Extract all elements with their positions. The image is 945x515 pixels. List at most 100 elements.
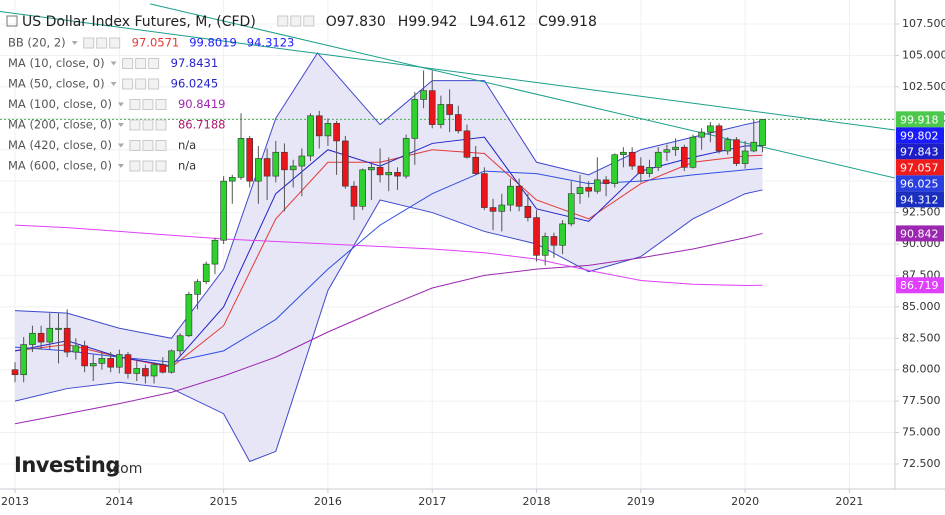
legend-icon[interactable] <box>142 99 154 110</box>
candle-body <box>55 327 62 330</box>
candle-body <box>602 179 610 184</box>
candle-body <box>533 217 540 256</box>
candle-body <box>368 167 375 171</box>
legend-icon[interactable] <box>155 119 167 131</box>
candle-body <box>550 236 558 246</box>
candle-body <box>272 151 280 177</box>
x-tick-label: 2014 <box>105 495 133 508</box>
indicator-value: n/a <box>178 159 196 173</box>
legend-icon[interactable] <box>135 78 147 90</box>
price-label: 99.802 <box>900 129 939 142</box>
x-tick-label: 2013 <box>1 495 29 508</box>
legend-icon[interactable] <box>155 140 167 151</box>
candle-body <box>498 204 506 212</box>
indicator-line <box>14 224 763 286</box>
legend-icon[interactable] <box>277 15 289 27</box>
indicator-name: BB (20, 2) <box>8 36 66 50</box>
candle-body <box>89 363 97 367</box>
y-tick-label: 72.500 <box>902 457 941 470</box>
candle-body <box>663 149 671 153</box>
candle-body <box>211 239 219 265</box>
indicator-value: 97.0571 <box>132 36 180 50</box>
legend-icon[interactable] <box>122 58 134 69</box>
dropdown-arrow[interactable] <box>117 164 124 168</box>
price-label-box <box>896 111 944 128</box>
candle-body <box>359 169 366 207</box>
candle-body <box>585 187 592 192</box>
legend-icon[interactable] <box>142 140 154 151</box>
y-tick-label: 80.000 <box>902 363 941 376</box>
candle-body <box>759 119 766 146</box>
candle-body <box>741 150 749 164</box>
ohlc-label: H99.942 <box>398 14 458 30</box>
legend-icon[interactable] <box>155 160 167 172</box>
legend-icon[interactable] <box>142 119 154 131</box>
indicator-line <box>14 189 763 463</box>
ohlc-label: O97.830 <box>326 14 386 30</box>
logo-name: Investing <box>14 453 120 477</box>
dropdown-arrow[interactable] <box>117 143 124 148</box>
y-tick-label: 82.500 <box>902 331 941 344</box>
candle-body <box>133 368 141 374</box>
candle-body <box>576 187 584 195</box>
dropdown-arrow[interactable] <box>71 41 78 45</box>
legend-icon[interactable] <box>303 15 315 27</box>
legend-icon[interactable] <box>96 37 108 49</box>
legend-icon[interactable] <box>129 99 141 110</box>
legend-icon[interactable] <box>155 99 167 110</box>
price-label: 97.057 <box>900 161 939 174</box>
x-tick-label: 2020 <box>731 495 759 508</box>
price-label-box <box>896 159 944 176</box>
dropdown-arrow[interactable] <box>117 102 124 107</box>
candle-body <box>98 358 106 364</box>
candle-body <box>376 167 384 176</box>
legend-icon[interactable] <box>129 119 141 131</box>
candle-body <box>420 90 427 100</box>
candle-body <box>124 354 132 374</box>
price-label-box <box>896 127 944 144</box>
legend-icon[interactable] <box>109 37 121 49</box>
candle-body <box>472 156 480 174</box>
dropdown-arrow[interactable] <box>110 61 117 66</box>
candle-body <box>168 350 175 373</box>
y-tick-label: 102.500 <box>902 80 945 93</box>
candle-body <box>463 130 471 158</box>
price-label-box <box>896 143 944 160</box>
legend-icon[interactable] <box>148 58 160 69</box>
legend-icon[interactable] <box>129 160 141 172</box>
candle-body <box>202 263 210 283</box>
indicator-name: MA (10, close, 0) <box>8 56 105 70</box>
candle-body <box>107 358 114 368</box>
candle-body <box>507 185 514 206</box>
candle-body <box>63 327 71 353</box>
collapse-icon[interactable] <box>6 15 18 27</box>
candle-body <box>489 207 497 212</box>
candle-body <box>724 139 732 152</box>
legend-icon[interactable] <box>135 58 147 69</box>
price-label: 99.918 <box>900 113 939 126</box>
dropdown-arrow[interactable] <box>110 82 117 86</box>
candle-body <box>350 185 358 207</box>
legend-icon[interactable] <box>83 37 95 49</box>
legend-icon[interactable] <box>122 78 134 90</box>
candle-body <box>689 136 697 168</box>
candle-body <box>681 146 688 168</box>
candle-body <box>37 332 45 343</box>
legend-icon[interactable] <box>148 78 160 90</box>
candle-body <box>698 131 705 138</box>
legend-icon[interactable] <box>142 160 154 172</box>
indicator-value: 96.0245 <box>171 77 219 91</box>
candle-body <box>72 345 80 353</box>
plot-area <box>0 3 895 463</box>
legend-icon[interactable] <box>129 140 141 151</box>
ohlc-label: L94.612 <box>469 14 526 30</box>
indicator-line <box>14 52 763 339</box>
legend-icon[interactable] <box>290 15 302 27</box>
candle-body <box>342 140 349 187</box>
candle-body <box>402 138 410 177</box>
dropdown-arrow[interactable] <box>117 123 124 127</box>
candle-body <box>411 99 419 139</box>
indicator-name: MA (100, close, 0) <box>8 97 112 111</box>
candle-body <box>454 114 462 132</box>
